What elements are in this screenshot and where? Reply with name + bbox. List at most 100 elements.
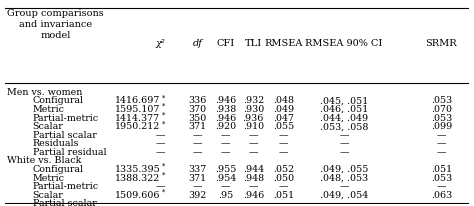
Text: .920: .920	[215, 122, 236, 131]
Text: df: df	[192, 39, 202, 48]
Text: —: —	[339, 148, 348, 157]
Text: Partial residual: Partial residual	[33, 148, 106, 157]
Text: .946: .946	[215, 96, 236, 105]
Text: .099: .099	[431, 122, 452, 131]
Text: —: —	[437, 148, 446, 157]
Text: 1414.377: 1414.377	[115, 114, 160, 123]
Text: —: —	[193, 131, 202, 140]
Text: .930: .930	[243, 105, 264, 114]
Text: .046, .051: .046, .051	[320, 105, 368, 114]
Text: .047: .047	[273, 114, 294, 123]
Text: .051: .051	[431, 165, 452, 174]
Text: Partial scalar: Partial scalar	[33, 199, 96, 206]
Text: .052: .052	[273, 165, 294, 174]
Text: 1509.606: 1509.606	[115, 191, 160, 200]
Text: —: —	[339, 199, 348, 206]
Text: —: —	[248, 131, 258, 140]
Text: .944: .944	[243, 165, 264, 174]
Text: .910: .910	[243, 122, 264, 131]
Text: 1950.212: 1950.212	[115, 122, 160, 131]
Text: .050: .050	[273, 174, 294, 183]
Text: 371: 371	[189, 122, 207, 131]
Text: —: —	[437, 131, 446, 140]
Text: 392: 392	[188, 191, 207, 200]
Text: Metric: Metric	[33, 105, 64, 114]
Text: .053, .058: .053, .058	[319, 122, 368, 131]
Text: RMSEA: RMSEA	[264, 39, 302, 48]
Text: .948: .948	[243, 174, 264, 183]
Text: —: —	[220, 199, 230, 206]
Text: —: —	[279, 131, 288, 140]
Text: —: —	[437, 182, 446, 191]
Text: .051: .051	[273, 191, 294, 200]
Text: —: —	[193, 182, 202, 191]
Text: .954: .954	[215, 174, 236, 183]
Text: —: —	[193, 139, 202, 148]
Text: .048, .053: .048, .053	[320, 174, 368, 183]
Text: Partial scalar: Partial scalar	[33, 131, 96, 140]
Text: —: —	[279, 199, 288, 206]
Text: —: —	[437, 139, 446, 148]
Text: *: *	[162, 112, 165, 119]
Text: *: *	[162, 103, 165, 111]
Text: —: —	[193, 199, 202, 206]
Text: .044, .049: .044, .049	[320, 114, 368, 123]
Text: 337: 337	[188, 165, 207, 174]
Text: Partial-metric: Partial-metric	[33, 114, 99, 123]
Text: .049: .049	[273, 105, 294, 114]
Text: Metric: Metric	[33, 174, 64, 183]
Text: .946: .946	[243, 191, 264, 200]
Text: *: *	[162, 120, 165, 128]
Text: Partial-metric: Partial-metric	[33, 182, 99, 191]
Text: *: *	[162, 189, 165, 197]
Text: —: —	[248, 199, 258, 206]
Text: SRMR: SRMR	[426, 39, 457, 48]
Text: .045, .051: .045, .051	[320, 96, 368, 105]
Text: —: —	[339, 131, 348, 140]
Text: 350: 350	[188, 114, 207, 123]
Text: .946: .946	[215, 114, 236, 123]
Text: —: —	[248, 148, 258, 157]
Text: .95: .95	[218, 191, 233, 200]
Text: —: —	[339, 139, 348, 148]
Text: —: —	[193, 148, 202, 157]
Text: 1335.395: 1335.395	[115, 165, 160, 174]
Text: 1416.697: 1416.697	[115, 96, 160, 105]
Text: χ²: χ²	[155, 39, 165, 48]
Text: Scalar: Scalar	[33, 191, 64, 200]
Text: .053: .053	[431, 114, 452, 123]
Text: —: —	[248, 139, 258, 148]
Text: Group comparisons
and invariance
model: Group comparisons and invariance model	[7, 9, 104, 40]
Text: —: —	[220, 182, 230, 191]
Text: .053: .053	[431, 96, 452, 105]
Text: *: *	[162, 94, 165, 102]
Text: —: —	[248, 182, 258, 191]
Text: .936: .936	[243, 114, 264, 123]
Text: Scalar: Scalar	[33, 122, 64, 131]
Text: .955: .955	[215, 165, 236, 174]
Text: TLI: TLI	[245, 39, 262, 48]
Text: —: —	[220, 131, 230, 140]
Text: 371: 371	[189, 174, 207, 183]
Text: .049, .054: .049, .054	[320, 191, 368, 200]
Text: 336: 336	[188, 96, 207, 105]
Text: *: *	[162, 163, 165, 171]
Text: —: —	[155, 131, 165, 140]
Text: —: —	[279, 148, 288, 157]
Text: —: —	[339, 182, 348, 191]
Text: —: —	[155, 139, 165, 148]
Text: .070: .070	[431, 105, 452, 114]
Text: Configural: Configural	[33, 165, 84, 174]
Text: *: *	[162, 172, 165, 180]
Text: .932: .932	[243, 96, 264, 105]
Text: White vs. Black: White vs. Black	[7, 157, 82, 165]
Text: Men vs. women: Men vs. women	[7, 88, 82, 97]
Text: —: —	[279, 139, 288, 148]
Text: RMSEA 90% CI: RMSEA 90% CI	[305, 39, 383, 48]
Text: —: —	[155, 199, 165, 206]
Text: —: —	[437, 199, 446, 206]
Text: .063: .063	[431, 191, 452, 200]
Text: 370: 370	[189, 105, 207, 114]
Text: —: —	[155, 182, 165, 191]
Text: Configural: Configural	[33, 96, 84, 105]
